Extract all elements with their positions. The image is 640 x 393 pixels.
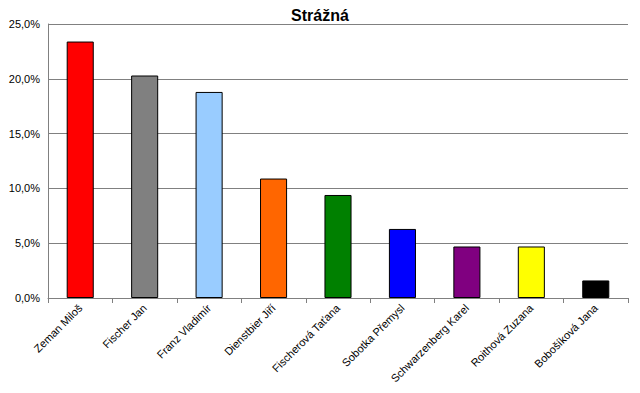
svg-text:Schwarzenberg Karel: Schwarzenberg Karel (388, 302, 471, 385)
svg-text:10,0%: 10,0% (9, 182, 40, 194)
svg-text:25,0%: 25,0% (9, 18, 40, 30)
svg-text:Dienstbier Jiří: Dienstbier Jiří (222, 302, 278, 358)
svg-text:Fischer Jan: Fischer Jan (100, 302, 149, 351)
svg-text:Fischerová Taťana: Fischerová Taťana (270, 301, 343, 374)
svg-text:0,0%: 0,0% (15, 292, 40, 304)
svg-text:Roithová Zuzana: Roithová Zuzana (468, 301, 536, 369)
svg-text:Franz Vladimír: Franz Vladimír (154, 302, 213, 361)
svg-text:5,0%: 5,0% (15, 237, 40, 249)
svg-text:20,0%: 20,0% (9, 73, 40, 85)
svg-text:15,0%: 15,0% (9, 128, 40, 140)
svg-text:Sobotka Přemysl: Sobotka Přemysl (339, 302, 406, 369)
svg-text:Bobošíková Jana: Bobošíková Jana (532, 301, 601, 370)
svg-text:Zeman Miloš: Zeman Miloš (32, 301, 85, 354)
svg-text:Strážná: Strážná (291, 7, 349, 24)
